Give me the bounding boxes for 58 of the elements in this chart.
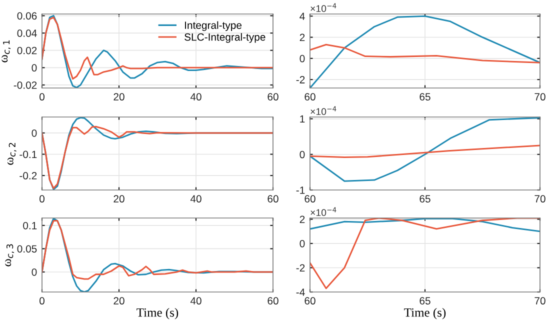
y-tick-label: -4 (296, 288, 305, 296)
x-tick-label: 20 (114, 93, 124, 101)
y-tick-label: 4 (300, 12, 305, 20)
y-tick-label: 0 (32, 268, 37, 276)
y-axis-title: ω$_{c,2}$ (7, 142, 16, 165)
line-series (310, 15, 540, 88)
y-tick-label: -0.2 (20, 172, 37, 180)
y-tick-label: 2 (300, 216, 305, 223)
x-tick-label: 65 (420, 297, 430, 305)
y-tick-label: -2 (296, 264, 305, 272)
legend-label: SLC-Integral-type (184, 33, 266, 43)
x-tick-label: 60 (304, 297, 316, 305)
x-tick-label: 40 (190, 297, 202, 305)
y-tick-label: 0 (32, 129, 37, 137)
y-tick-label: 0 (300, 54, 305, 62)
x-tick-label: 0 (40, 297, 44, 305)
x-tick-label: 70 (534, 297, 546, 305)
y-tick-label: 0 (300, 150, 305, 158)
line-series (42, 220, 273, 280)
y-tick-label: 2 (300, 34, 305, 42)
x-axis-title: Time (s) (136, 308, 178, 320)
x-tick-label: 70 (534, 93, 546, 101)
y-tick-label: 0 (300, 240, 305, 248)
x-tick-label: 70 (534, 195, 546, 203)
y-axis-title: ω$_{c,1}$ (2, 40, 11, 62)
y-tick-label: 0.04 (17, 30, 37, 37)
text: ×10$^{−4}$ (310, 106, 336, 116)
x-tick-label: 65 (420, 93, 430, 101)
x-tick-label: 60 (304, 93, 316, 101)
y-axis-title: ω$_{c,3}$ (5, 244, 14, 266)
text: ×10$^{−4}$ (310, 3, 336, 12)
y-tick-label: 0 (32, 64, 37, 72)
x-tick-label: 60 (268, 195, 278, 203)
x-tick-label: 40 (190, 195, 202, 203)
line-series (310, 44, 540, 64)
legend-label: Integral-type (185, 21, 242, 31)
y-tick-label: 0.02 (17, 46, 37, 54)
y-tick-label: 0.06 (17, 12, 37, 20)
x-tick-label: 20 (114, 297, 124, 305)
x-tick-label: 60 (304, 195, 316, 203)
x-tick-label: 40 (190, 93, 202, 101)
y-tick-label: -0.1 (20, 150, 37, 158)
y-tick-label: -2 (296, 76, 305, 84)
y-tick-label: -1 (296, 186, 305, 194)
x-tick-label: 60 (268, 297, 278, 305)
y-tick-label: 1 (300, 115, 305, 123)
text: ×10$^{−4}$ (310, 207, 336, 216)
y-tick-label: 0.05 (17, 245, 37, 253)
line-series (310, 144, 540, 158)
y-tick-label: -0.02 (14, 81, 37, 89)
x-tick-label: 65 (420, 195, 430, 203)
y-tick-label: 0.1 (23, 222, 37, 230)
x-tick-label: 60 (268, 93, 278, 101)
line-series (310, 218, 540, 290)
x-tick-label: 0 (40, 195, 44, 203)
x-axis-title: Time (s) (404, 308, 446, 320)
x-tick-label: 20 (114, 195, 124, 203)
x-tick-label: 0 (40, 93, 44, 101)
